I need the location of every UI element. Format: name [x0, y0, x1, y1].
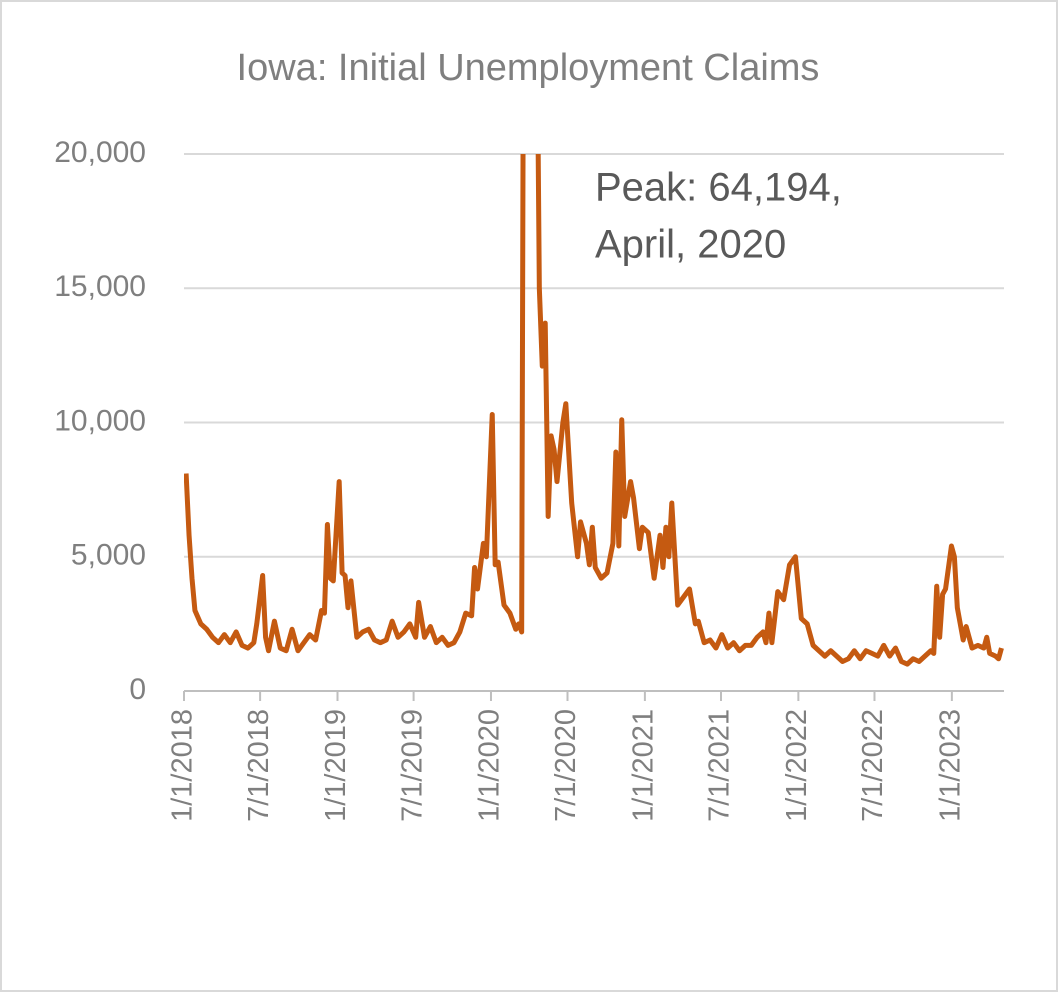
x-tick-label: 1/1/2020 [474, 709, 506, 822]
x-tick-label: 1/1/2019 [320, 709, 352, 822]
y-tick-label: 0 [129, 673, 146, 706]
y-tick-label: 5,000 [71, 539, 146, 572]
x-tick-label: 1/1/2022 [781, 709, 813, 822]
annotation: Peak: 64,194, [595, 166, 842, 210]
x-tick-label: 1/1/2018 [167, 709, 199, 822]
x-tick-label: 1/1/2021 [628, 709, 660, 822]
y-tick-label: 20,000 [54, 136, 146, 169]
chart-title: Iowa: Initial Unemployment Claims [237, 47, 820, 89]
data-line [184, 154, 1004, 667]
x-tick-label: 7/1/2021 [704, 709, 736, 822]
annotation: April, 2020 [595, 223, 786, 267]
x-tick-label: 7/1/2022 [857, 709, 889, 822]
y-tick-label: 10,000 [54, 404, 146, 437]
x-tick-label: 7/1/2019 [396, 709, 428, 822]
x-tick-label: 1/1/2023 [935, 709, 967, 822]
y-tick-label: 15,000 [54, 270, 146, 303]
x-tick-label: 7/1/2020 [550, 709, 582, 822]
x-tick-label: 7/1/2018 [243, 709, 275, 822]
